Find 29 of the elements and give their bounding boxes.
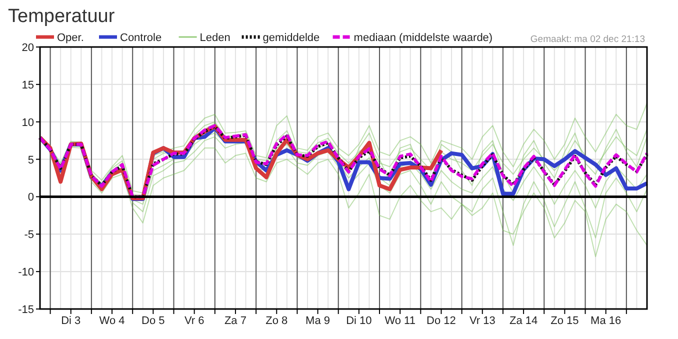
legend-label: Oper. — [57, 32, 84, 44]
y-tick-label: 20 — [22, 42, 34, 54]
y-tick-label: 10 — [22, 116, 34, 129]
y-tick-label: -15 — [18, 304, 34, 316]
y-tick-label: -5 — [24, 229, 34, 242]
x-tick-label: Vr 13 — [469, 315, 496, 327]
x-tick-label: Zo 15 — [550, 315, 579, 327]
y-tick-label: 5 — [28, 154, 34, 166]
x-tick-label: Di 3 — [61, 315, 81, 327]
x-tick-label: Za 7 — [224, 315, 246, 327]
x-tick-label: Do 12 — [426, 315, 456, 327]
chart-title: Temperatuur — [8, 6, 116, 27]
y-tick-label: 15 — [22, 79, 34, 92]
y-tick-label: 0 — [28, 192, 34, 204]
legend-label: Leden — [200, 32, 230, 44]
x-tick-label: Wo 4 — [99, 315, 125, 327]
text: Gemaakt: ma 02 dec 21:13 — [530, 34, 645, 45]
legend-label: gemiddelde — [262, 32, 320, 44]
x-tick-label: Wo 11 — [384, 315, 416, 327]
legend-label: Controle — [120, 32, 162, 44]
y-tick-label: -10 — [18, 266, 34, 279]
legend-label: mediaan (middelste waarde) — [354, 32, 493, 44]
x-tick-label: Ma 9 — [306, 315, 330, 327]
x-tick-label: Di 10 — [346, 315, 372, 327]
x-tick-label: Zo 8 — [266, 315, 288, 327]
x-tick-label: Ma 16 — [590, 315, 622, 327]
x-tick-label: Za 14 — [509, 315, 538, 327]
x-tick-label: Vr 6 — [184, 315, 204, 327]
x-tick-label: Do 5 — [142, 315, 165, 327]
